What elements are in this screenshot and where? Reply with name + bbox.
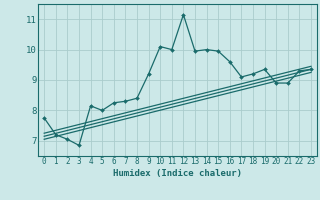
X-axis label: Humidex (Indice chaleur): Humidex (Indice chaleur) bbox=[113, 169, 242, 178]
